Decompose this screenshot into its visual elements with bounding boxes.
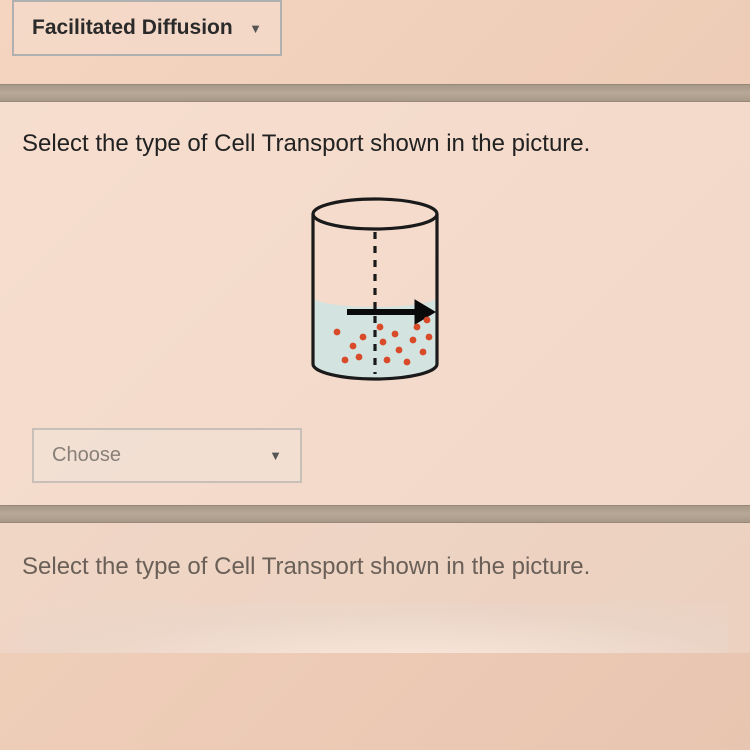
question-2-section: Select the type of Cell Transport shown … bbox=[0, 523, 750, 653]
facilitated-diffusion-dropdown[interactable]: Facilitated Diffusion ▼ bbox=[12, 0, 282, 56]
question-2-prompt: Select the type of Cell Transport shown … bbox=[22, 553, 728, 581]
section-divider bbox=[0, 84, 750, 102]
question-1-section: Select the type of Cell Transport shown … bbox=[0, 102, 750, 505]
dropdown-selected-label: Facilitated Diffusion bbox=[32, 16, 233, 40]
question-1-prompt: Select the type of Cell Transport shown … bbox=[22, 130, 728, 158]
choose-answer-dropdown[interactable]: Choose ▼ bbox=[32, 428, 302, 483]
chevron-down-icon: ▼ bbox=[249, 21, 262, 36]
partial-content-fade bbox=[22, 603, 728, 653]
top-section: Facilitated Diffusion ▼ bbox=[0, 0, 750, 84]
section-divider bbox=[0, 505, 750, 523]
cylinder-diagram bbox=[275, 192, 475, 392]
choose-placeholder: Choose bbox=[52, 444, 121, 467]
diagram-area bbox=[22, 170, 728, 420]
chevron-down-icon: ▼ bbox=[269, 448, 282, 463]
